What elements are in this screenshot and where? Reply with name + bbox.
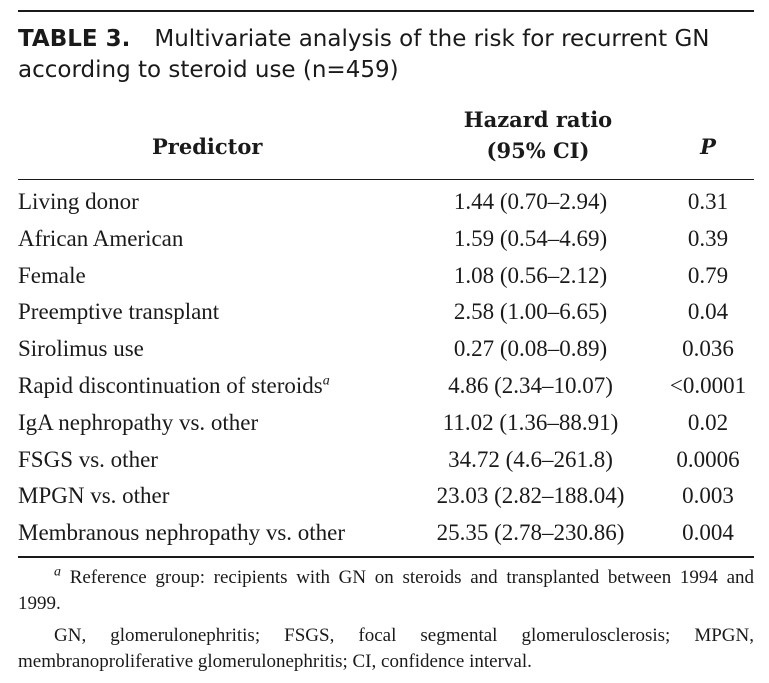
predictor-cell: Membranous nephropathy vs. other — [18, 520, 346, 546]
confidence-interval-label: (95% CI) — [486, 138, 590, 163]
predictor-cell: Rapid discontinuation of steroidsa — [18, 368, 330, 405]
predictor-cell: Living donor — [18, 189, 139, 214]
table-row: Preemptive transplant 2.58 (1.00–6.65) 0… — [18, 294, 754, 331]
table-body: Living donor 1.44 (0.70–2.94) 0.31 Afric… — [18, 184, 754, 552]
footnote-marker: a — [54, 564, 61, 580]
p-value-cell: 0.004 — [682, 520, 734, 546]
predictor-cell: African American — [18, 225, 184, 251]
column-header-hazard-ratio: Hazard ratio (95% CI) — [423, 104, 653, 166]
hazard-ratio-cell: 1.44 (0.70–2.94) — [453, 189, 608, 214]
footnote-a-text: Reference group: recipients with GN on s… — [18, 567, 754, 614]
predictor-cell: Sirolimus use — [18, 336, 144, 362]
p-value-cell: <0.0001 — [669, 372, 747, 398]
p-value-cell: 0.04 — [687, 299, 729, 325]
predictor-text: Rapid discontinuation of steroids — [18, 372, 323, 398]
hazard-ratio-cell: 2.58 (1.00–6.65) — [453, 299, 608, 325]
hazard-ratio-label: Hazard ratio — [463, 107, 613, 132]
table-row: Sirolimus use 0.27 (0.08–0.89) 0.036 — [18, 331, 754, 368]
top-rule — [18, 10, 754, 12]
table-row: MPGN vs. other 23.03 (2.82–188.04) 0.003 — [18, 478, 754, 515]
p-value-cell: 0.036 — [682, 336, 734, 362]
hazard-ratio-cell: 23.03 (2.82–188.04) — [436, 483, 625, 509]
predictor-cell: IgA nephropathy vs. other — [18, 409, 259, 435]
predictor-cell: FSGS vs. other — [18, 446, 158, 472]
header-rule — [18, 179, 754, 180]
table-row: Membranous nephropathy vs. other 25.35 (… — [18, 515, 754, 552]
table-header: Predictor Hazard ratio (95% CI) P — [18, 100, 754, 170]
table-title: TABLE 3. Multivariate analysis of the ris… — [18, 24, 754, 86]
hazard-ratio-cell: 34.72 (4.6–261.8) — [448, 446, 613, 472]
hazard-ratio-cell: 1.59 (0.54–4.69) — [453, 225, 608, 251]
column-header-p: P — [700, 134, 716, 159]
column-header-predictor: Predictor — [152, 134, 263, 159]
table-label: TABLE 3. — [18, 26, 131, 52]
p-value-cell: 0.003 — [682, 483, 734, 509]
table-row: Female 1.08 (0.56–2.12) 0.79 — [18, 258, 754, 295]
footnote-a: a Reference group: recipients with GN on… — [18, 565, 754, 617]
hazard-ratio-cell: 11.02 (1.36–88.91) — [442, 409, 619, 435]
table-footnotes: a Reference group: recipients with GN on… — [18, 565, 754, 675]
p-value-cell: 0.02 — [687, 409, 729, 435]
bottom-rule — [18, 556, 754, 558]
table-row: African American 1.59 (0.54–4.69) 0.39 — [18, 221, 754, 258]
hazard-ratio-cell: 4.86 (2.34–10.07) — [448, 372, 613, 398]
p-value-cell: 0.39 — [687, 225, 729, 251]
table-row: IgA nephropathy vs. other 11.02 (1.36–88… — [18, 405, 754, 442]
hazard-ratio-cell: 0.27 (0.08–0.89) — [453, 336, 608, 362]
footnote-marker: a — [322, 373, 330, 389]
table-row: Rapid discontinuation of steroidsa 4.86 … — [18, 368, 754, 405]
table-row: FSGS vs. other 34.72 (4.6–261.8) 0.0006 — [18, 442, 754, 479]
hazard-ratio-cell: 25.35 (2.78–230.86) — [436, 520, 625, 546]
predictor-cell: Female — [18, 262, 86, 288]
hazard-ratio-cell: 1.08 (0.56–2.12) — [453, 262, 608, 288]
predictor-cell: Preemptive transplant — [18, 299, 220, 325]
predictor-cell: MPGN vs. other — [18, 483, 170, 509]
table-row: Living donor 1.44 (0.70–2.94) 0.31 — [18, 184, 754, 221]
abbreviations-note: GN, glomerulonephritis; FSGS, focal segm… — [18, 625, 754, 672]
table-caption: Multivariate analysis of the risk for re… — [18, 26, 710, 83]
p-value-cell: 0.79 — [687, 262, 729, 288]
p-value-cell: 0.0006 — [676, 446, 740, 472]
p-value-cell: 0.31 — [687, 189, 729, 214]
